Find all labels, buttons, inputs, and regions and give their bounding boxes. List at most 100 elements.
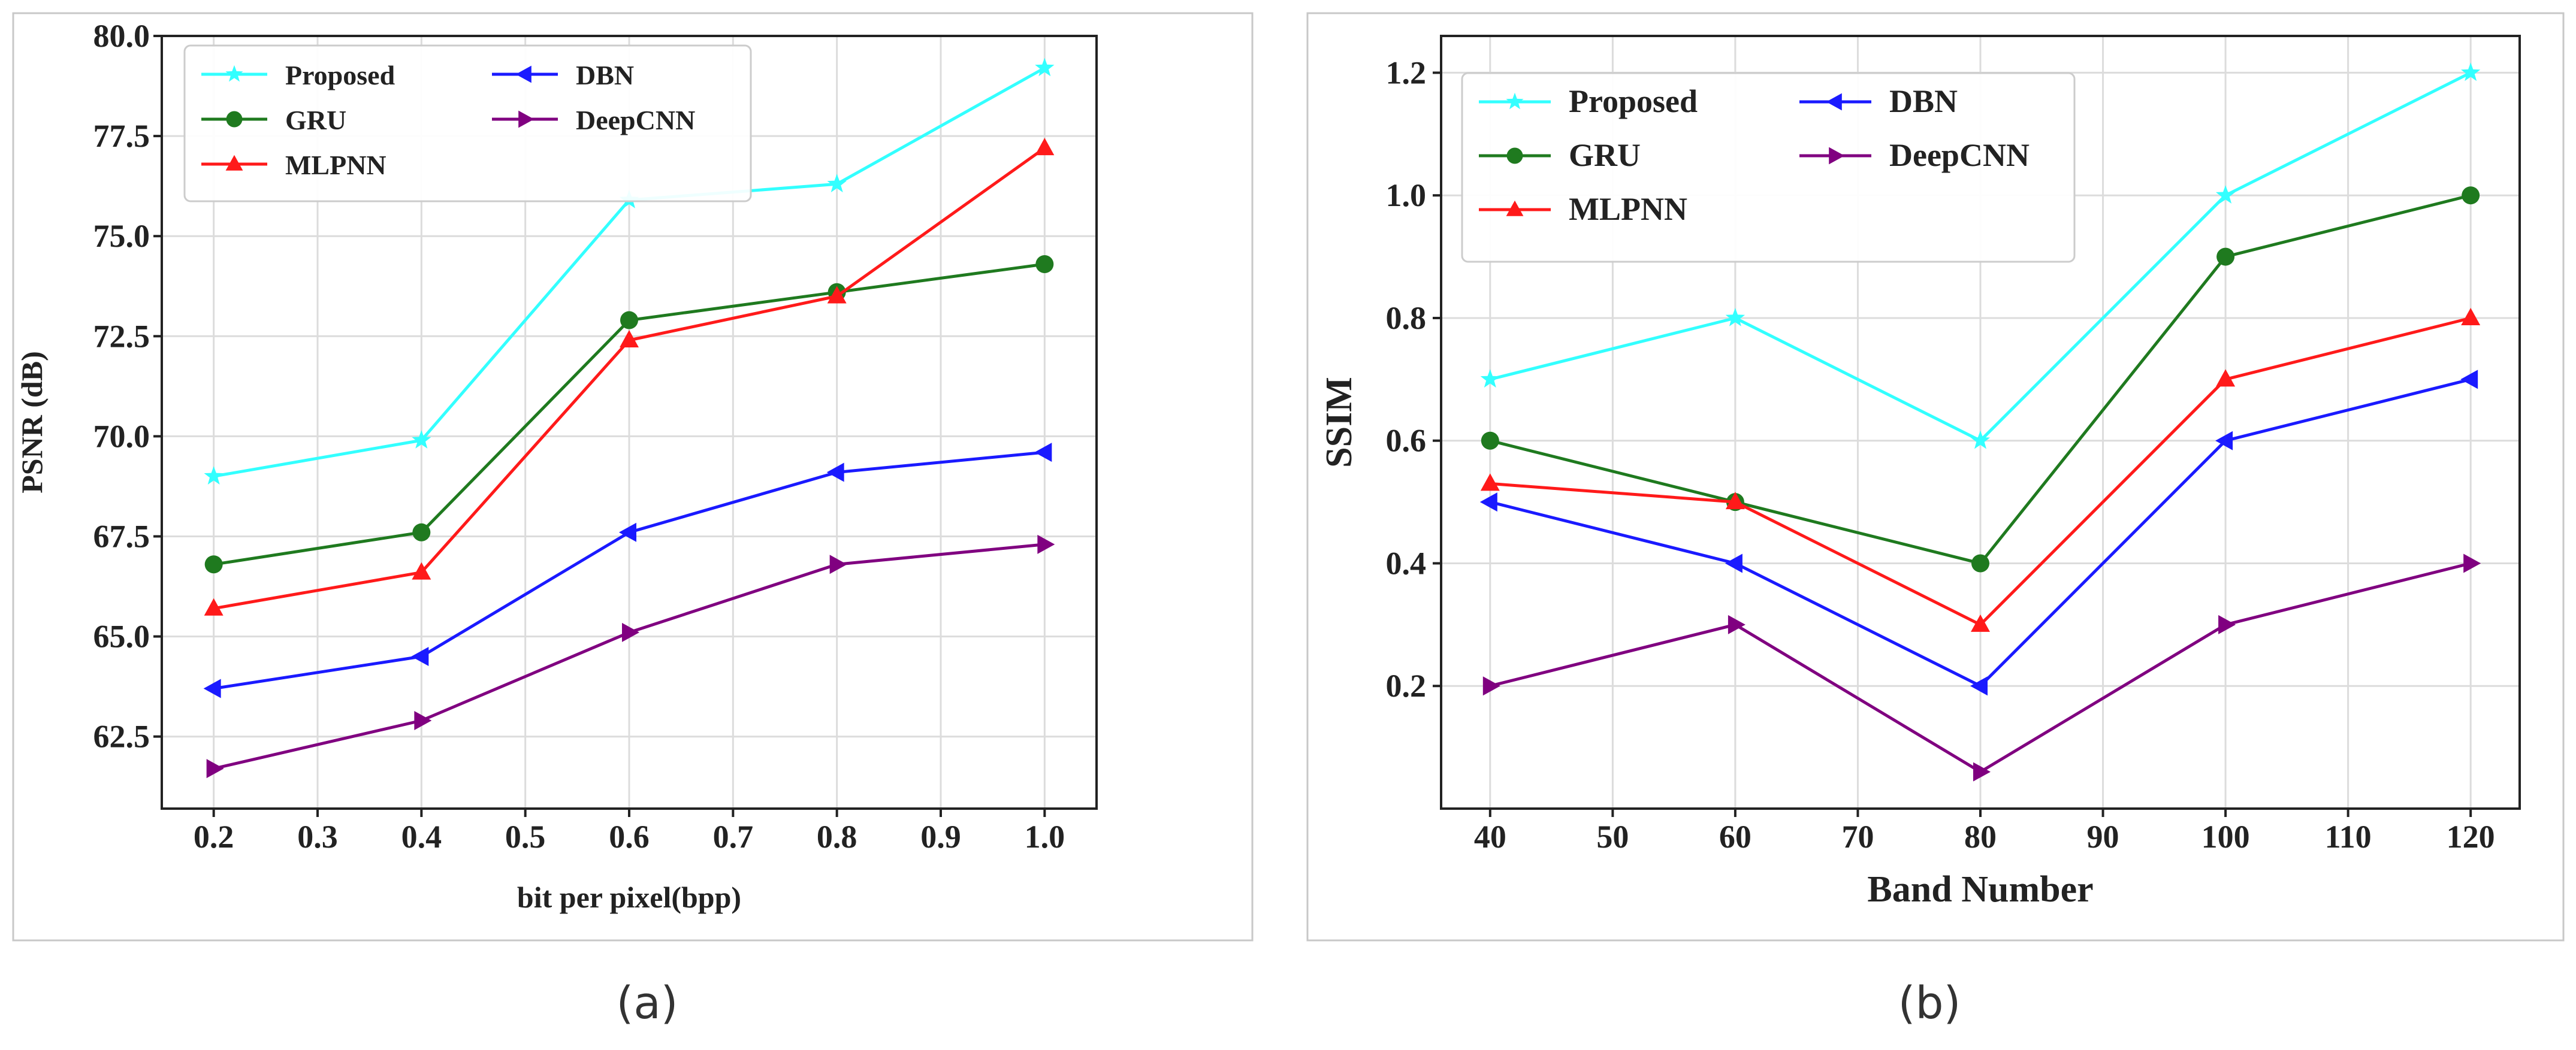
data-point-mlpnn: [2461, 307, 2481, 325]
data-point-gru: [2216, 247, 2235, 266]
y-tick-label: 75.0: [93, 218, 150, 254]
legend-label-gru: GRU: [1569, 137, 1641, 173]
legend-label-deepcnn: DeepCNN: [1889, 137, 2030, 173]
data-point-proposed: [1725, 308, 1745, 326]
data-point-proposed: [1970, 430, 1991, 449]
y-tick-label: 1.2: [1386, 55, 1427, 90]
y-tick-label: 0.8: [1386, 300, 1427, 336]
legend-label-gru: GRU: [285, 105, 346, 135]
data-point-dbn: [1725, 553, 1743, 573]
data-point-mlpnn: [204, 598, 224, 616]
data-point-dbn: [2460, 370, 2478, 389]
data-point-mlpnn: [2216, 369, 2236, 387]
y-tick-label: 1.0: [1386, 177, 1427, 213]
data-point-gru: [1035, 255, 1054, 273]
data-point-proposed: [1480, 369, 1500, 388]
legend-marker-gru: [1506, 147, 1523, 164]
x-tick-label: 80: [1964, 819, 1997, 855]
data-point-dbn: [1034, 443, 1052, 462]
legend-label-dbn: DBN: [1889, 83, 1958, 119]
data-point-dbn: [2215, 431, 2233, 450]
y-axis-label: SSIM: [1319, 377, 1360, 468]
legend-marker-mlpnn: [225, 155, 243, 171]
y-tick-label: 67.5: [93, 518, 150, 554]
legend-label-deepcnn: DeepCNN: [576, 105, 695, 135]
y-tick-label: 70.0: [93, 418, 150, 454]
data-point-dbn: [1479, 492, 1497, 512]
data-point-deepcnn: [1037, 534, 1055, 554]
data-point-deepcnn: [206, 759, 224, 779]
data-point-deepcnn: [2218, 615, 2236, 634]
legend-marker-deepcnn: [518, 110, 534, 128]
data-point-proposed: [827, 174, 847, 193]
x-tick-label: 100: [2201, 819, 2250, 855]
data-point-proposed: [204, 466, 224, 485]
x-tick-label: 0.2: [194, 819, 234, 855]
legend-label-mlpnn: MLPNN: [285, 150, 386, 180]
data-point-gru: [412, 523, 431, 541]
panel-label: (a): [616, 978, 678, 1029]
x-tick-label: 50: [1596, 819, 1629, 855]
y-tick-label: 72.5: [93, 318, 150, 354]
x-tick-label: 0.7: [713, 819, 754, 855]
y-tick-label: 77.5: [93, 118, 150, 154]
legend-marker-proposed: [1506, 92, 1524, 110]
data-point-deepcnn: [2463, 553, 2481, 573]
data-point-mlpnn: [1035, 138, 1055, 156]
data-point-proposed: [2461, 62, 2481, 81]
x-tick-label: 70: [1841, 819, 1874, 855]
legend-label-dbn: DBN: [576, 60, 634, 90]
data-point-gru: [1481, 431, 1499, 450]
x-axis-label: bit per pixel(bpp): [517, 880, 741, 914]
data-point-dbn: [619, 522, 636, 542]
data-point-deepcnn: [1973, 762, 1991, 782]
data-point-dbn: [1970, 676, 1988, 696]
x-tick-label: 0.8: [817, 819, 857, 855]
data-point-gru: [1971, 554, 1989, 573]
legend-box: [1461, 72, 2076, 263]
data-point-deepcnn: [414, 710, 432, 730]
x-tick-label: 0.5: [505, 819, 546, 855]
data-point-deepcnn: [829, 555, 847, 574]
legend-label-mlpnn: MLPNN: [1569, 191, 1687, 227]
legend-marker-deepcnn: [1829, 147, 1845, 165]
y-tick-label: 65.0: [93, 619, 150, 655]
data-point-dbn: [203, 679, 221, 698]
data-point-proposed: [2215, 185, 2236, 204]
x-tick-label: 60: [1719, 819, 1751, 855]
y-tick-label: 0.4: [1386, 545, 1427, 581]
x-tick-label: 1.0: [1025, 819, 1065, 855]
y-tick-label: 0.2: [1386, 668, 1427, 704]
y-tick-label: 80.0: [93, 18, 150, 54]
x-tick-label: 110: [2325, 819, 2372, 855]
legend-box: [183, 44, 752, 202]
legend-label-proposed: Proposed: [285, 60, 395, 90]
legend-marker-proposed: [225, 65, 243, 82]
x-tick-label: 40: [1474, 819, 1506, 855]
data-point-gru: [2462, 186, 2480, 205]
data-point-dbn: [411, 647, 429, 667]
y-tick-label: 0.6: [1386, 423, 1427, 459]
data-point-proposed: [1035, 58, 1055, 77]
data-point-deepcnn: [1482, 676, 1500, 696]
ssim-chart-panel: 40 50 60 70 80 90 100 110 120 0.2 0.4 0.6 0.8 1.0 1.2 B…: [1306, 12, 2565, 1029]
panel-label: (b): [1898, 978, 1961, 1029]
x-tick-label: 90: [2087, 819, 2119, 855]
x-axis-label: Band Number: [1867, 869, 2093, 910]
legend-label-proposed: Proposed: [1569, 83, 1698, 119]
legend-marker-dbn: [1826, 93, 1842, 111]
data-point-mlpnn: [827, 286, 847, 304]
data-point-mlpnn: [1480, 473, 1500, 491]
data-point-proposed: [412, 430, 431, 449]
x-tick-label: 120: [2447, 819, 2495, 855]
data-point-dbn: [826, 462, 844, 482]
data-point-gru: [620, 311, 638, 329]
x-tick-label: 0.4: [401, 819, 442, 855]
x-tick-label: 0.9: [920, 819, 961, 855]
x-tick-label: 0.3: [297, 819, 338, 855]
data-point-deepcnn: [622, 622, 639, 642]
legend-marker-mlpnn: [1506, 200, 1524, 216]
y-tick-label: 62.5: [93, 719, 150, 755]
data-point-deepcnn: [1728, 615, 1745, 634]
